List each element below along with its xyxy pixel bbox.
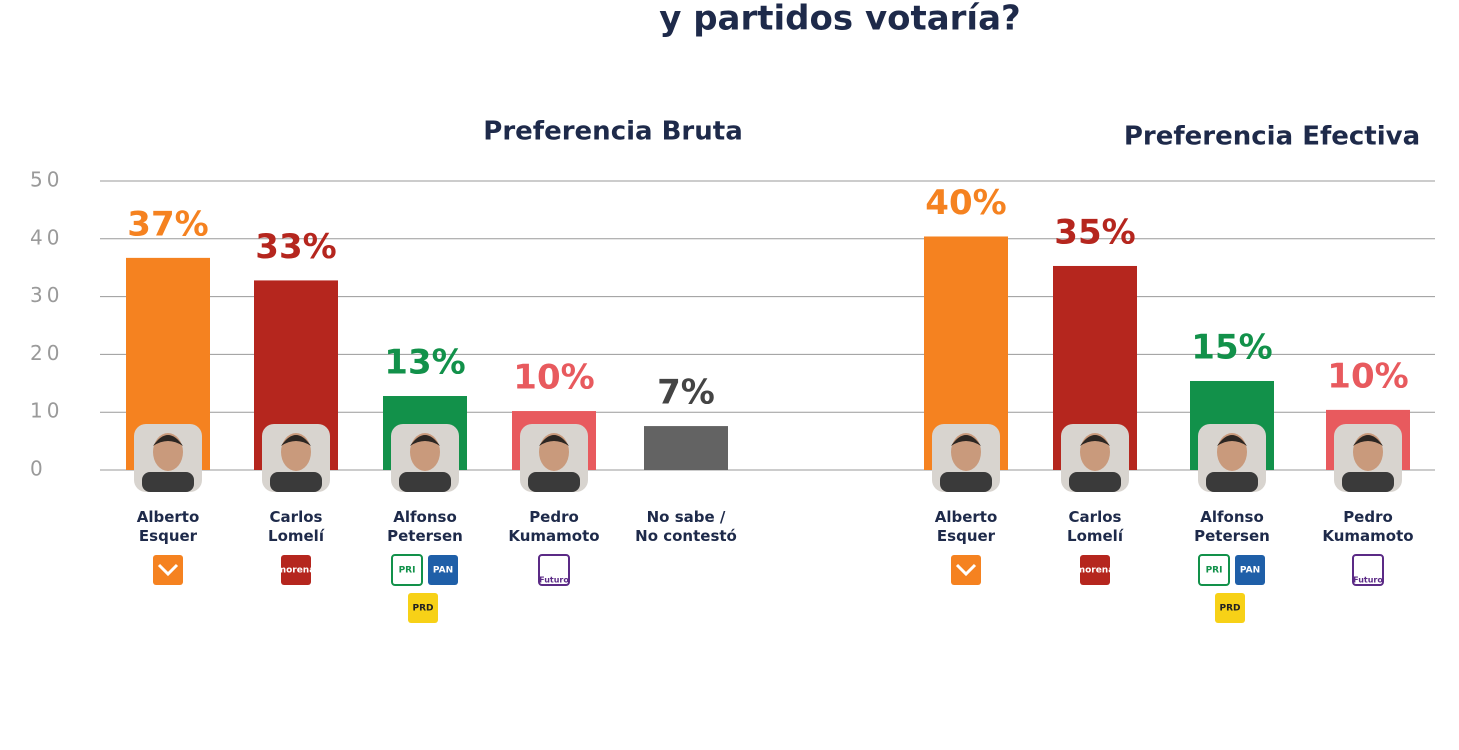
bar — [644, 426, 728, 470]
photo-hair — [951, 435, 981, 446]
photo-face — [951, 433, 981, 471]
photo-body — [528, 472, 580, 492]
party-logo-text: morena — [277, 566, 316, 576]
party-logo-text: PAN — [433, 566, 453, 576]
party-logo — [428, 555, 458, 585]
x-tick-label: Pedro Kumamoto — [508, 508, 600, 545]
y-tick-label: 10 — [30, 399, 63, 423]
value-label: 35% — [1054, 212, 1135, 252]
photo-hair — [410, 435, 440, 446]
photo-hair — [539, 435, 569, 446]
chart-title: y partidos votaría? — [659, 0, 1021, 39]
party-logo-text: PRI — [399, 566, 416, 576]
y-tick-label: 50 — [30, 168, 63, 192]
value-label: 10% — [1327, 356, 1408, 396]
photo-body — [940, 472, 992, 492]
party-logo — [1235, 555, 1265, 585]
y-tick-label: 20 — [30, 341, 63, 365]
value-label: 13% — [384, 343, 465, 383]
photo-body — [1342, 472, 1394, 492]
value-label: 40% — [925, 183, 1006, 223]
party-logo — [1198, 554, 1230, 586]
y-tick-label: 30 — [30, 283, 63, 307]
party-logo-text: PRD — [413, 604, 434, 614]
photo-face — [410, 433, 440, 471]
candidate-photo — [520, 424, 588, 492]
x-tick-label: No sabe / No contestó — [635, 508, 737, 545]
candidate-photo — [1198, 424, 1266, 492]
photo-face — [153, 433, 183, 471]
x-tick-label: Alfonso Petersen — [1194, 508, 1270, 545]
photo-hair — [1080, 435, 1110, 446]
party-logo-mark — [955, 563, 977, 577]
party-logo-text: PAN — [1240, 566, 1260, 576]
value-label: 15% — [1191, 327, 1272, 367]
photo-body — [142, 472, 194, 492]
photo-hair — [1217, 435, 1247, 446]
photo-hair — [153, 435, 183, 446]
candidate-photo — [932, 424, 1000, 492]
photo-hair — [281, 435, 311, 446]
party-logo-mark — [157, 563, 179, 577]
photo-face — [281, 433, 311, 471]
x-tick-label: Carlos Lomelí — [268, 508, 324, 545]
party-logo-text: PRD — [1220, 604, 1241, 614]
party-logo — [408, 593, 438, 623]
party-logo — [538, 554, 570, 586]
photo-body — [1206, 472, 1258, 492]
party-logo-text: morena — [1076, 566, 1115, 576]
photo-body — [270, 472, 322, 492]
photo-hair — [1353, 435, 1383, 446]
photo-face — [1353, 433, 1383, 471]
candidate-photo — [1334, 424, 1402, 492]
party-logo — [1352, 554, 1384, 586]
party-logo — [391, 554, 423, 586]
party-logo — [951, 555, 981, 585]
x-tick-label: Alberto Esquer — [934, 508, 998, 545]
photo-face — [1080, 433, 1110, 471]
photo-body — [1069, 472, 1121, 492]
candidate-photo — [1061, 424, 1129, 492]
photo-body — [399, 472, 451, 492]
photo-face — [1217, 433, 1247, 471]
party-logo-text: Futuro — [539, 576, 569, 585]
party-logo-text: PRI — [1206, 566, 1223, 576]
x-tick-label: Alberto Esquer — [136, 508, 200, 545]
party-logo — [281, 555, 311, 585]
value-label: 10% — [513, 358, 594, 398]
x-tick-label: Carlos Lomelí — [1067, 508, 1123, 545]
panel-title: Preferencia Bruta — [483, 117, 742, 147]
photo-face — [539, 433, 569, 471]
y-tick-label: 40 — [30, 225, 63, 249]
value-label: 7% — [657, 373, 715, 413]
x-tick-label: Alfonso Petersen — [387, 508, 463, 545]
x-tick-label: Pedro Kumamoto — [1322, 508, 1414, 545]
value-label: 33% — [255, 227, 336, 267]
party-logo-text: Futuro — [1353, 576, 1383, 585]
party-logo — [1080, 555, 1110, 585]
candidate-photo — [134, 424, 202, 492]
value-label: 37% — [127, 204, 208, 244]
panel-title: Preferencia Efectiva — [1124, 122, 1420, 152]
y-tick-label: 0 — [30, 457, 47, 481]
party-logo — [1215, 593, 1245, 623]
candidate-photo — [391, 424, 459, 492]
candidate-photo — [262, 424, 330, 492]
party-logo — [153, 555, 183, 585]
